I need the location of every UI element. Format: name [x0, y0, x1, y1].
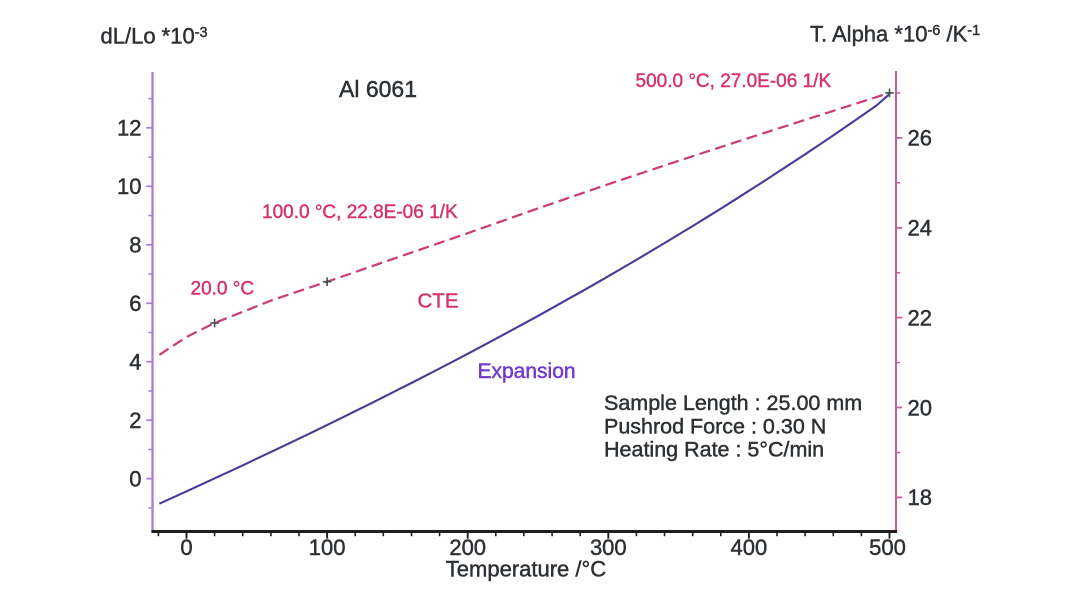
svg-text:300: 300: [590, 535, 627, 560]
svg-text:Heating Rate : 5°C/min: Heating Rate : 5°C/min: [604, 438, 824, 462]
svg-text:CTE: CTE: [418, 290, 459, 313]
svg-text:22: 22: [908, 305, 932, 330]
svg-text:4: 4: [129, 350, 141, 375]
svg-text:6: 6: [129, 291, 141, 316]
svg-text:0: 0: [129, 467, 141, 492]
svg-text:200: 200: [449, 535, 486, 560]
svg-text:18: 18: [908, 485, 932, 510]
svg-text:26: 26: [908, 126, 932, 151]
svg-text:100: 100: [309, 535, 346, 560]
svg-text:Expansion: Expansion: [478, 360, 576, 383]
svg-text:dL/Lo *10-3: dL/Lo *10-3: [101, 24, 208, 49]
svg-text:10: 10: [117, 174, 141, 199]
svg-text:0: 0: [180, 535, 192, 560]
svg-text:20.0 °C: 20.0 °C: [191, 279, 255, 300]
svg-text:100.0 °C, 22.8E-06 1/K: 100.0 °C, 22.8E-06 1/K: [262, 202, 458, 223]
svg-text:20: 20: [908, 395, 932, 420]
svg-text:500: 500: [869, 535, 906, 560]
svg-text:12: 12: [117, 116, 141, 141]
svg-text:8: 8: [129, 233, 141, 258]
svg-text:24: 24: [908, 216, 932, 241]
svg-text:2: 2: [129, 408, 141, 433]
svg-text:Temperature /°C: Temperature /°C: [446, 557, 607, 582]
svg-text:Al 6061: Al 6061: [339, 76, 417, 102]
svg-text:500.0 °C, 27.0E-06 1/K: 500.0 °C, 27.0E-06 1/K: [636, 71, 832, 92]
svg-text:Sample Length : 25.00 mm: Sample Length : 25.00 mm: [604, 391, 862, 415]
svg-text:Pushrod Force : 0.30 N: Pushrod Force : 0.30 N: [604, 415, 826, 439]
svg-text:T. Alpha *10-6 /K-1: T. Alpha *10-6 /K-1: [810, 22, 980, 47]
svg-text:400: 400: [731, 535, 768, 560]
